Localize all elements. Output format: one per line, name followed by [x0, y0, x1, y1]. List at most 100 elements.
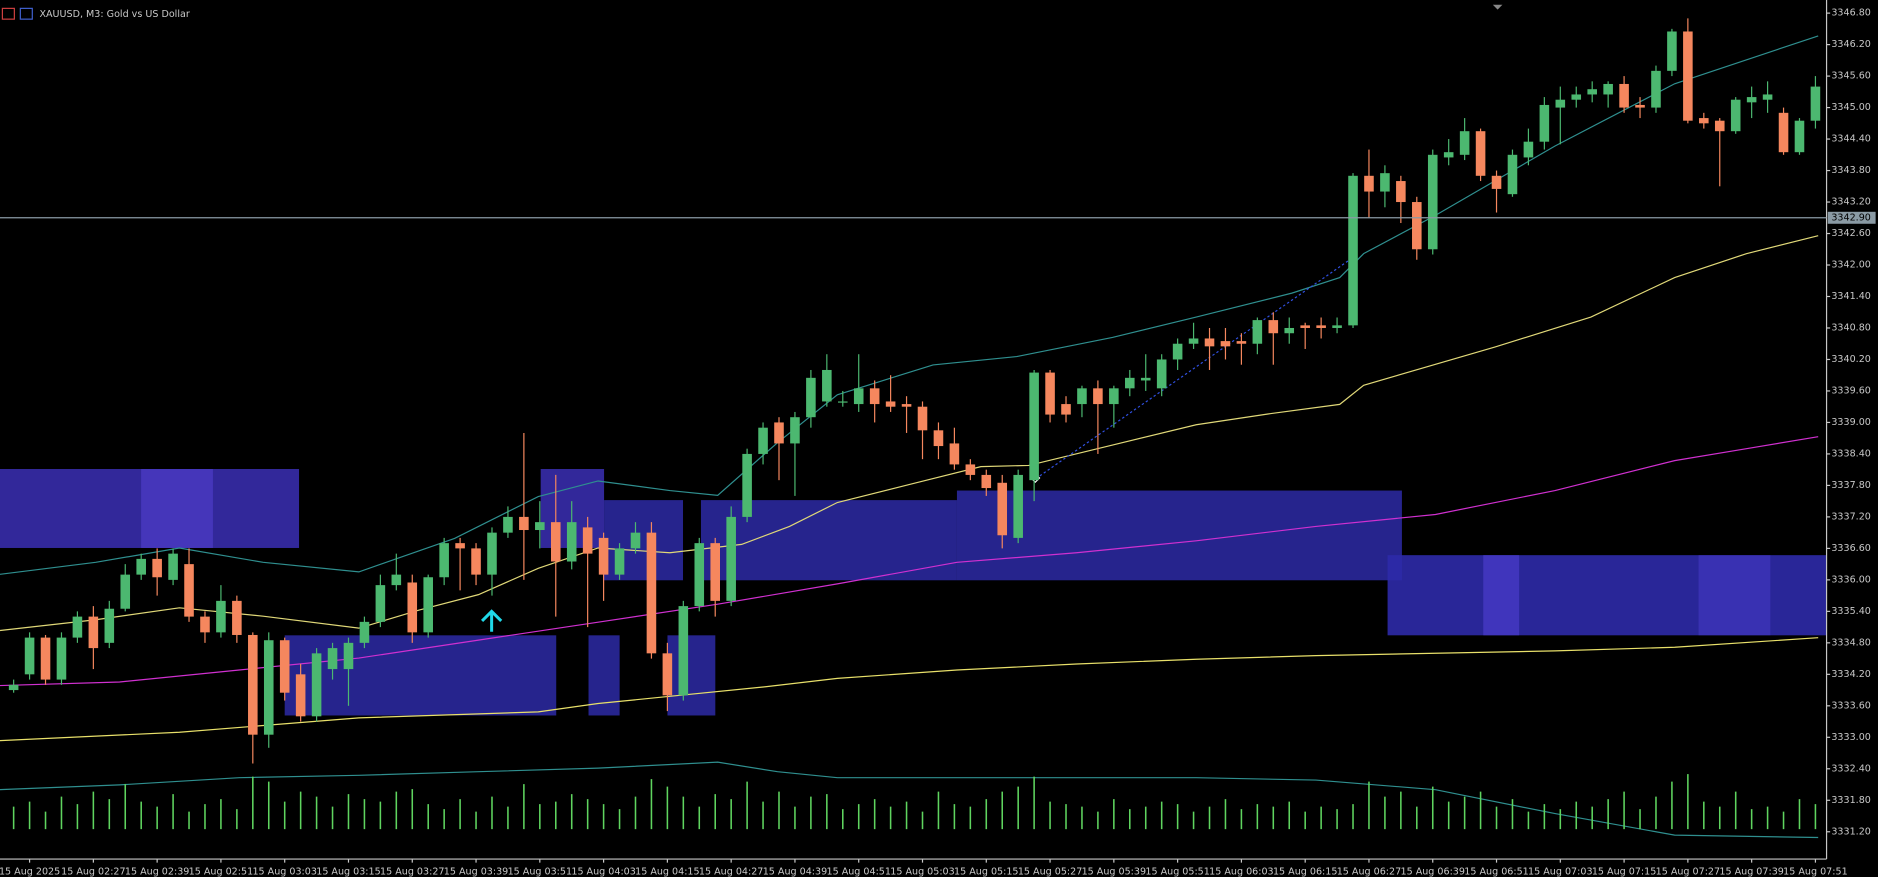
- candle-body: [1268, 320, 1279, 334]
- y-tick-label: 3332.40: [1831, 763, 1871, 774]
- candle-body: [487, 532, 497, 575]
- candle-body: [1635, 104, 1645, 108]
- x-tick-label: 15 Aug 07:15: [1592, 867, 1656, 877]
- shift-marker: [1492, 4, 1503, 10]
- x-tick-label: 15 Aug 05:03: [890, 867, 954, 877]
- lower-band: [0, 761, 1819, 839]
- candle-body: [1443, 152, 1454, 158]
- candle-body: [582, 527, 593, 554]
- y-tick-label: 3346.20: [1831, 39, 1871, 50]
- candle-body: [1730, 99, 1741, 132]
- candle-body: [455, 543, 465, 549]
- x-tick-label: 15 Aug 06:39: [1401, 867, 1465, 877]
- candle-body: [1778, 112, 1789, 153]
- candle-body: [8, 684, 19, 691]
- candle-body: [1810, 86, 1821, 121]
- price-label-box: [1827, 211, 1876, 224]
- y-tick-label: 3336.00: [1831, 574, 1871, 585]
- x-tick-label: 15 Aug 2025: [0, 867, 60, 877]
- y-tick-label: 3331.80: [1831, 795, 1871, 806]
- candle-body: [806, 377, 816, 418]
- candle-body: [375, 585, 386, 622]
- candle-body: [1587, 89, 1597, 95]
- candle-body: [200, 616, 210, 633]
- x-tick-label: 15 Aug 07:03: [1528, 867, 1592, 877]
- y-tick-label: 3339.00: [1831, 417, 1871, 428]
- candle-body: [1523, 141, 1534, 158]
- candle-body: [216, 600, 226, 633]
- icon[interactable]: [19, 7, 33, 20]
- y-tick-label: 3343.80: [1831, 165, 1871, 176]
- candle-body: [1172, 343, 1183, 360]
- candle-body: [1029, 372, 1039, 481]
- candle-body: [1459, 131, 1470, 155]
- candle-body: [1316, 325, 1326, 328]
- candle-body: [1348, 175, 1358, 326]
- candle-body: [710, 543, 721, 601]
- candle-body: [1396, 181, 1406, 203]
- x-tick-label: 15 Aug 05:15: [954, 867, 1018, 877]
- candle-body: [40, 637, 51, 680]
- zone: [956, 490, 1402, 581]
- x-tick-label: 15 Aug 03:27: [380, 867, 444, 877]
- candle-body: [88, 616, 99, 649]
- candle-body: [295, 674, 306, 717]
- x-tick-label: 15 Aug 07:27: [1656, 867, 1720, 877]
- y-tick-label: 3337.80: [1831, 480, 1871, 491]
- candle-body: [901, 404, 912, 407]
- zone: [667, 635, 716, 716]
- x-tick-label: 15 Aug 07:51: [1783, 867, 1847, 877]
- candle-body: [24, 637, 35, 675]
- y-tick-label: 3343.20: [1831, 197, 1871, 208]
- candle-body: [1045, 372, 1055, 415]
- candle-body: [598, 537, 609, 575]
- candle-body: [694, 543, 705, 607]
- zone: [284, 635, 557, 716]
- x-tick-label: 15 Aug 04:15: [635, 867, 699, 877]
- candle-body: [1204, 338, 1215, 347]
- candle-body: [471, 548, 481, 575]
- candle-body: [1539, 104, 1550, 142]
- candle-body: [1507, 154, 1518, 195]
- candle-body: [949, 443, 960, 465]
- y-tick-label: 3341.40: [1831, 291, 1871, 302]
- y-tick-label: 3340.80: [1831, 322, 1871, 333]
- slow-average: [0, 637, 1819, 742]
- y-tick-label: 3346.80: [1831, 8, 1871, 19]
- y-tick-label: 3333.60: [1831, 700, 1871, 711]
- y-tick-label: 3337.20: [1831, 511, 1871, 522]
- x-tick-label: 15 Aug 06:51: [1464, 867, 1528, 877]
- candle-body: [152, 558, 162, 578]
- x-tick-label: 15 Aug 03:39: [444, 867, 508, 877]
- y-tick-label: 3342.60: [1831, 228, 1871, 239]
- x-tick-label: 15 Aug 06:15: [1273, 867, 1337, 877]
- candle-body: [359, 621, 370, 643]
- candle-body: [550, 522, 561, 562]
- zone: [1698, 555, 1771, 636]
- y-tick-label: 3335.40: [1831, 606, 1871, 617]
- candle-body: [1220, 341, 1231, 347]
- y-tick-label: 3334.80: [1831, 637, 1871, 648]
- y-tick-label: 3345.00: [1831, 102, 1871, 113]
- icon[interactable]: [1, 7, 15, 20]
- candle-body: [1284, 327, 1295, 334]
- x-tick-label: 15 Aug 04:03: [571, 867, 635, 877]
- y-tick-label: 3345.60: [1831, 71, 1871, 82]
- candle-body: [1491, 175, 1502, 189]
- candle-body: [311, 653, 322, 717]
- candle-body: [1603, 83, 1613, 95]
- candle-body: [1077, 388, 1087, 405]
- candle-body: [1300, 325, 1310, 328]
- x-tick-label: 15 Aug 05:51: [1145, 867, 1209, 877]
- toolbar[interactable]: [1, 7, 33, 20]
- chart-title: XAUUSD, M3: Gold vs US Dollar: [39, 9, 189, 20]
- candle-body: [997, 482, 1008, 536]
- candle-body: [327, 648, 338, 670]
- candle-body: [662, 653, 673, 696]
- candle-body: [439, 543, 449, 578]
- candle-body: [1412, 202, 1422, 250]
- candle-body: [1651, 70, 1661, 108]
- y-tick-label: 3338.40: [1831, 448, 1871, 459]
